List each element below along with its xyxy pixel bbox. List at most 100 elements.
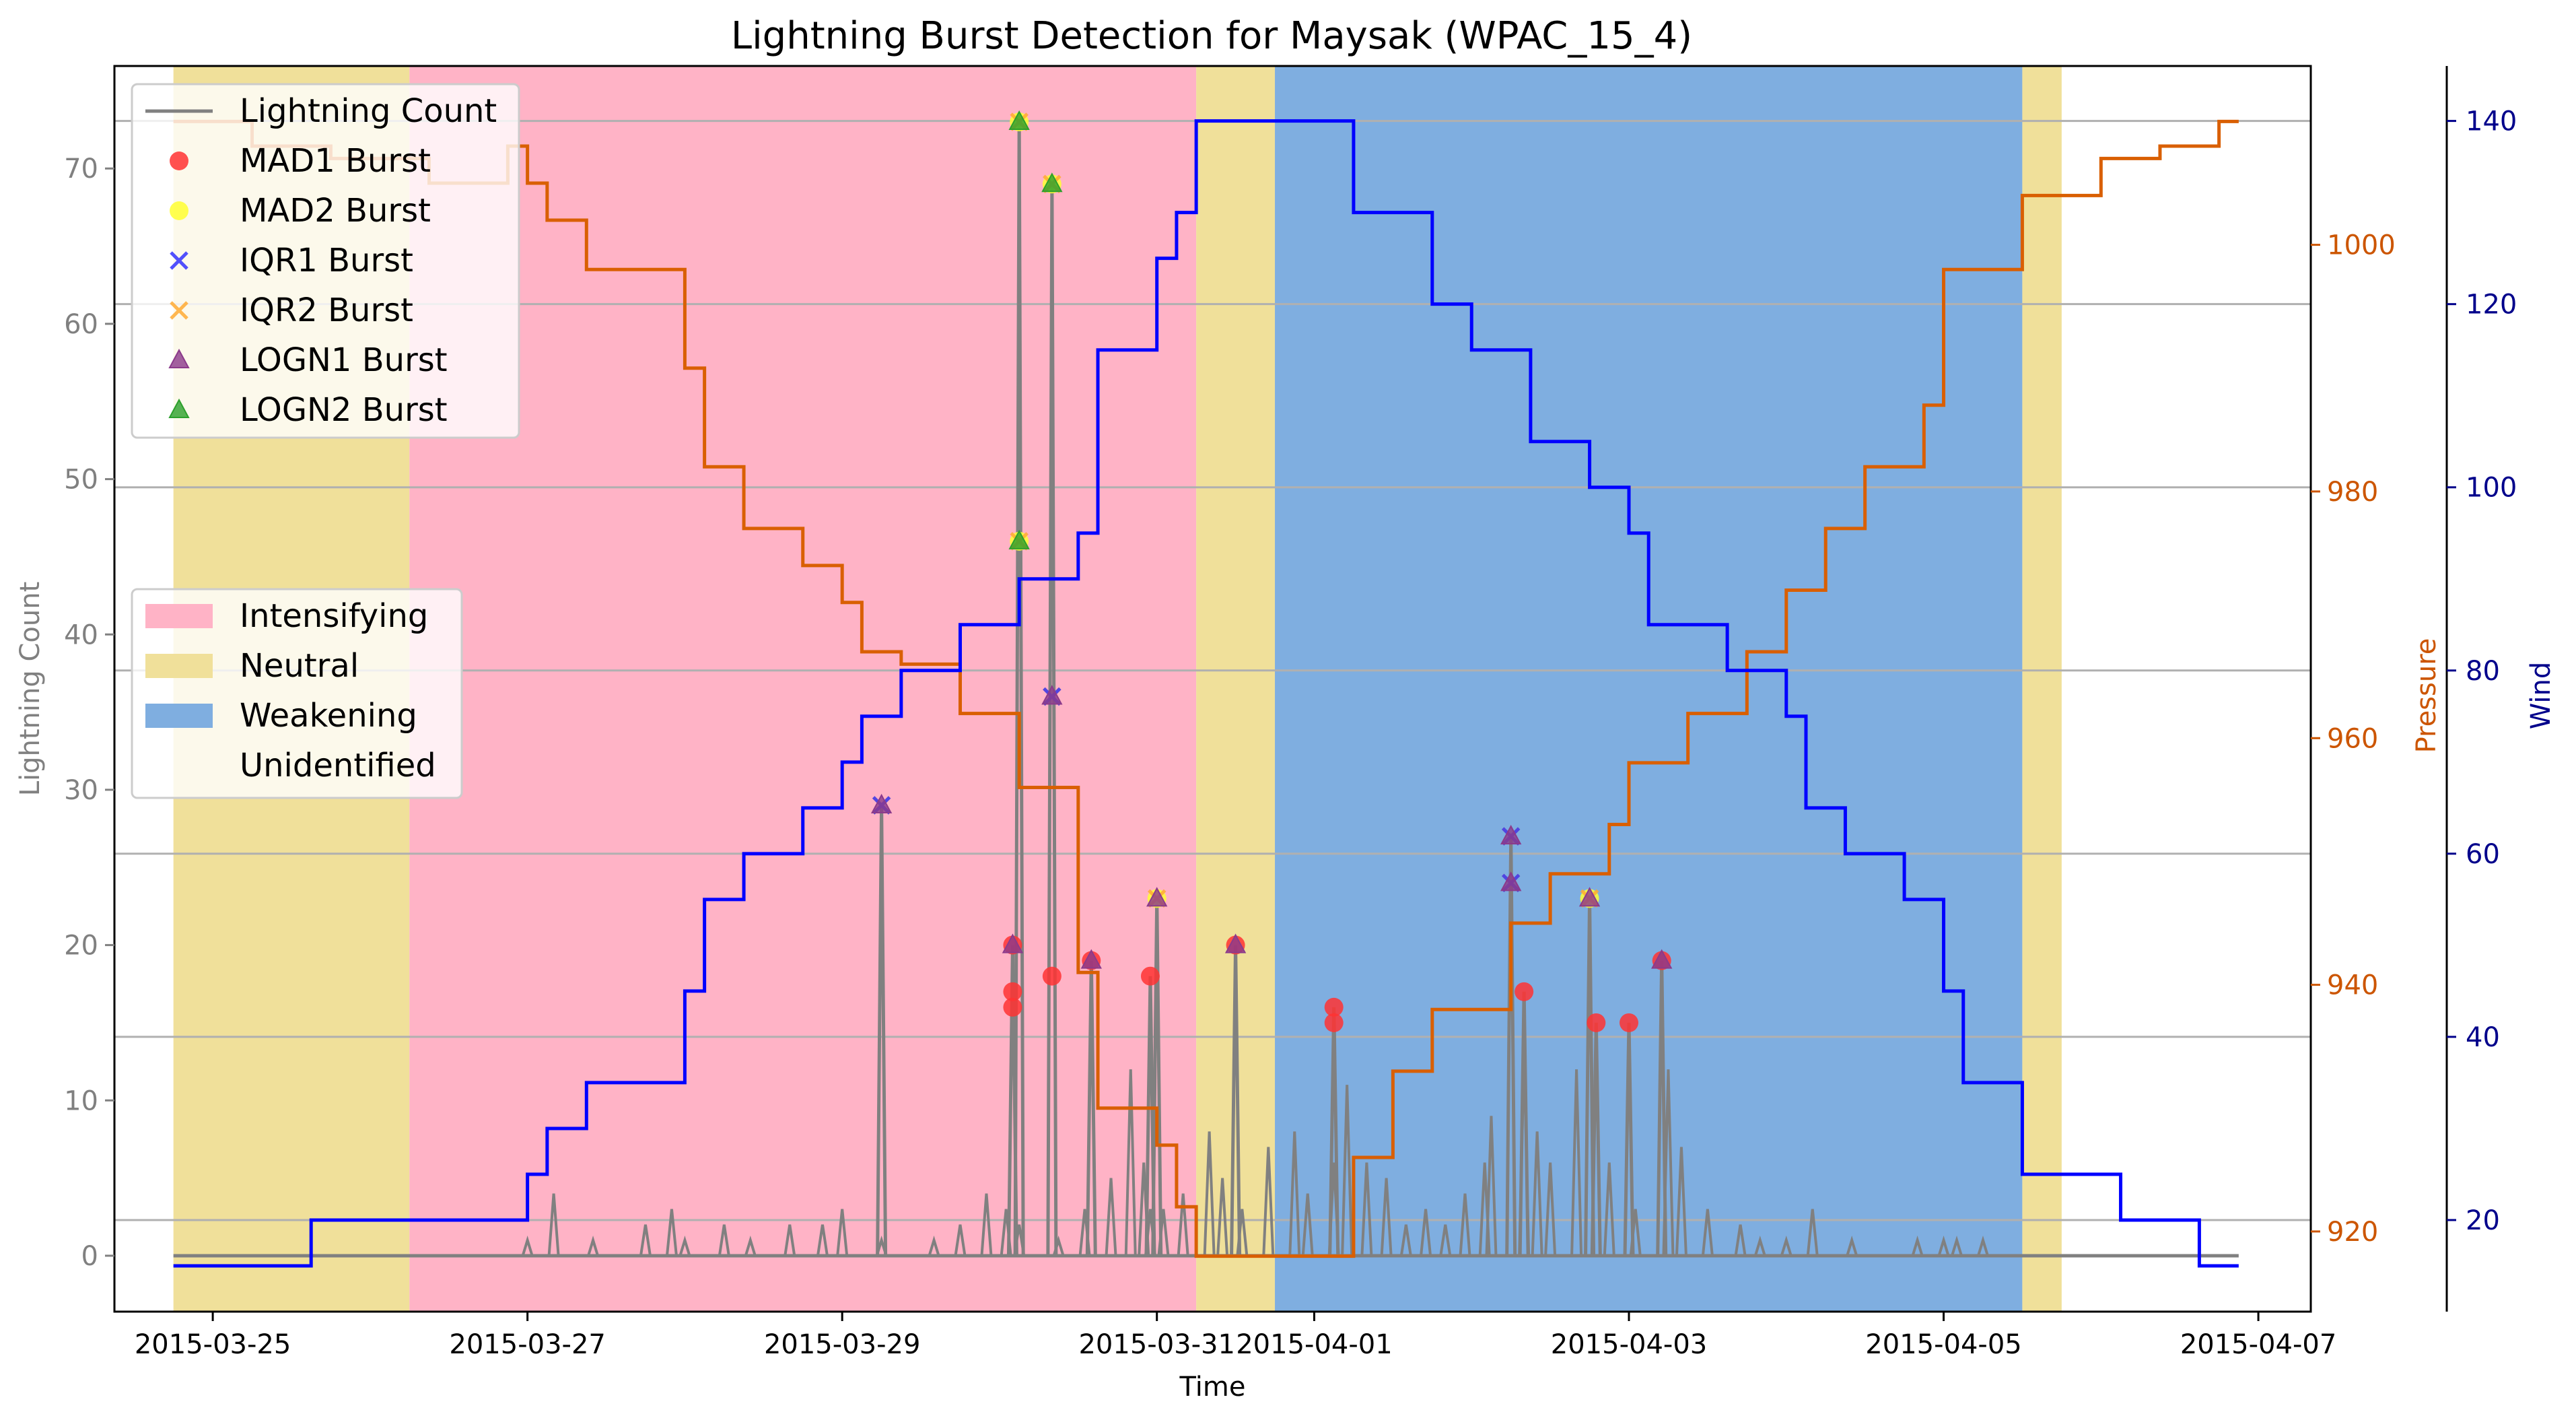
lightning-spike xyxy=(744,1236,757,1256)
logn1-burst-marker xyxy=(1041,685,1063,705)
lightning-spike xyxy=(1951,1236,1963,1256)
logn1-burst-marker xyxy=(1500,871,1522,891)
y-left-axis-label: Lightning Count xyxy=(15,582,46,797)
lightning-spike xyxy=(1977,1236,1989,1256)
lightning-spike xyxy=(1459,1193,1471,1256)
lightning-spike xyxy=(1570,1069,1583,1256)
y-pressure-tick-label: 940 xyxy=(2327,970,2378,1001)
logn2-burst-marker xyxy=(1008,110,1030,131)
legend-phases-box xyxy=(131,588,463,799)
burst-markers xyxy=(870,110,1673,1032)
mad1-burst-marker xyxy=(1140,966,1160,986)
lightning-spike xyxy=(980,1193,993,1256)
x-axis-label: Time xyxy=(1179,1372,1246,1403)
y-wind-tick-label: 60 xyxy=(2466,839,2500,870)
mad1-burst-marker xyxy=(170,151,188,170)
y-wind-axis-label: Wind xyxy=(2526,662,2556,730)
lightning-spike xyxy=(1485,1116,1498,1256)
y-left-tick-label: 30 xyxy=(64,775,98,806)
lightning-spike xyxy=(639,1224,652,1256)
legend-phase-label: Neutral xyxy=(240,647,359,685)
lightning-spike xyxy=(816,1224,829,1256)
lightning-spike xyxy=(1439,1224,1452,1256)
axes: 2015-03-25 2015-03-27 2015-03-29 2015-03-31… xyxy=(15,65,2556,1403)
lightning-spike xyxy=(1216,1178,1229,1256)
legend-markers-box xyxy=(131,83,520,439)
lightning-spike xyxy=(1360,1162,1373,1256)
lightning-spike xyxy=(1177,1193,1189,1256)
legend-phase-label: Weakening xyxy=(240,697,417,735)
lightning-spike xyxy=(1341,1085,1354,1256)
legend-item-label: MAD2 Burst xyxy=(240,192,431,230)
y-wind-tick-label: 100 xyxy=(2466,473,2517,504)
x-tick-label: 2015-04-03 xyxy=(1551,1329,1707,1360)
lightning-spike xyxy=(1124,1069,1137,1256)
y-left-tick-label: 0 xyxy=(81,1241,98,1272)
mad1-burst-marker xyxy=(1515,982,1534,1001)
logn1-burst-marker xyxy=(1578,887,1601,907)
pressure-line xyxy=(173,119,2239,1258)
chart-title: Lightning Burst Detection for Maysak (WP… xyxy=(731,14,1692,58)
lightning-spike xyxy=(1203,1131,1216,1256)
mad1-burst-marker xyxy=(1042,966,1061,986)
x-tick-label: 2015-03-29 xyxy=(764,1329,920,1360)
lightning-spike xyxy=(1603,1162,1615,1256)
y-left-tick-label: 70 xyxy=(64,154,98,184)
lightning-spike xyxy=(1734,1224,1747,1256)
x-tick-label: 2015-04-07 xyxy=(2180,1329,2336,1360)
phase-band-weakening xyxy=(1275,66,2023,1312)
y-wind-tick-label: 140 xyxy=(2466,106,2517,137)
mad1-burst-marker xyxy=(1324,997,1344,1017)
legend-phase-label: Unidentified xyxy=(240,747,436,784)
lightning-spike xyxy=(1911,1236,1924,1256)
mad1-burst-marker xyxy=(1587,1013,1606,1032)
x-tick-label: 2015-04-01 xyxy=(1236,1329,1392,1360)
lightning-spike xyxy=(1806,1209,1819,1256)
y-left-tick-label: 10 xyxy=(64,1085,98,1116)
lightning-spike xyxy=(1105,1178,1117,1256)
x-tick-label: 2015-03-27 xyxy=(449,1329,605,1360)
lightning-spike xyxy=(928,1236,940,1256)
logn2-burst-marker xyxy=(1041,172,1063,193)
mad1-burst-marker xyxy=(1003,997,1022,1017)
x-tick-label: 2015-03-25 xyxy=(135,1329,291,1360)
lightning-spike xyxy=(665,1209,678,1256)
y-wind-tick-label: 120 xyxy=(2466,290,2517,321)
x-tick-label: 2015-04-05 xyxy=(1865,1329,2021,1360)
plot-frame xyxy=(113,65,2312,1313)
lightning-spike xyxy=(1701,1209,1714,1256)
legend-item-label: Lightning Count xyxy=(240,92,497,130)
phase-band-neutral xyxy=(2022,66,2062,1312)
y-pressure-tick-label: 1000 xyxy=(2327,230,2396,261)
legend-item-label: IQR2 Burst xyxy=(240,292,413,329)
legend-markers: Lightning Count MAD1 Burst MAD2 Burst IQR1 … xyxy=(131,83,520,439)
logn1-burst-marker xyxy=(1651,949,1673,969)
lightning-spike xyxy=(718,1224,730,1256)
mad1-burst-marker xyxy=(1620,1013,1639,1032)
wind-series xyxy=(173,119,2239,1268)
mad1-burst-marker xyxy=(1003,982,1022,1001)
lightning-spike xyxy=(1675,1147,1687,1256)
lightning-spike xyxy=(678,1236,691,1256)
lightning-spike xyxy=(1531,1131,1543,1256)
logn1-burst-marker xyxy=(168,348,190,368)
logn2-burst-marker xyxy=(168,398,190,418)
y-wind-tick-label: 80 xyxy=(2466,656,2500,687)
legend-phase-label: Intensifying xyxy=(240,597,428,635)
y-pressure-tick-label: 960 xyxy=(2327,723,2378,754)
logn1-burst-marker xyxy=(1146,887,1168,907)
lightning-spike xyxy=(587,1236,599,1256)
lightning-spike xyxy=(1937,1236,1950,1256)
lightning-spike xyxy=(1780,1236,1792,1256)
logn1-burst-marker xyxy=(1080,949,1102,969)
y-pressure-tick-label: 920 xyxy=(2327,1217,2378,1248)
y-left-tick-label: 60 xyxy=(64,309,98,340)
mad2-burst-marker xyxy=(170,201,188,220)
legend-item-label: LOGN1 Burst xyxy=(240,341,448,379)
lightning-spike xyxy=(1846,1236,1858,1256)
iqr1-burst-marker xyxy=(170,251,188,270)
logn1-burst-marker xyxy=(1500,825,1522,845)
y-left-tick-label: 40 xyxy=(64,619,98,650)
logn1-burst-marker xyxy=(870,793,893,814)
